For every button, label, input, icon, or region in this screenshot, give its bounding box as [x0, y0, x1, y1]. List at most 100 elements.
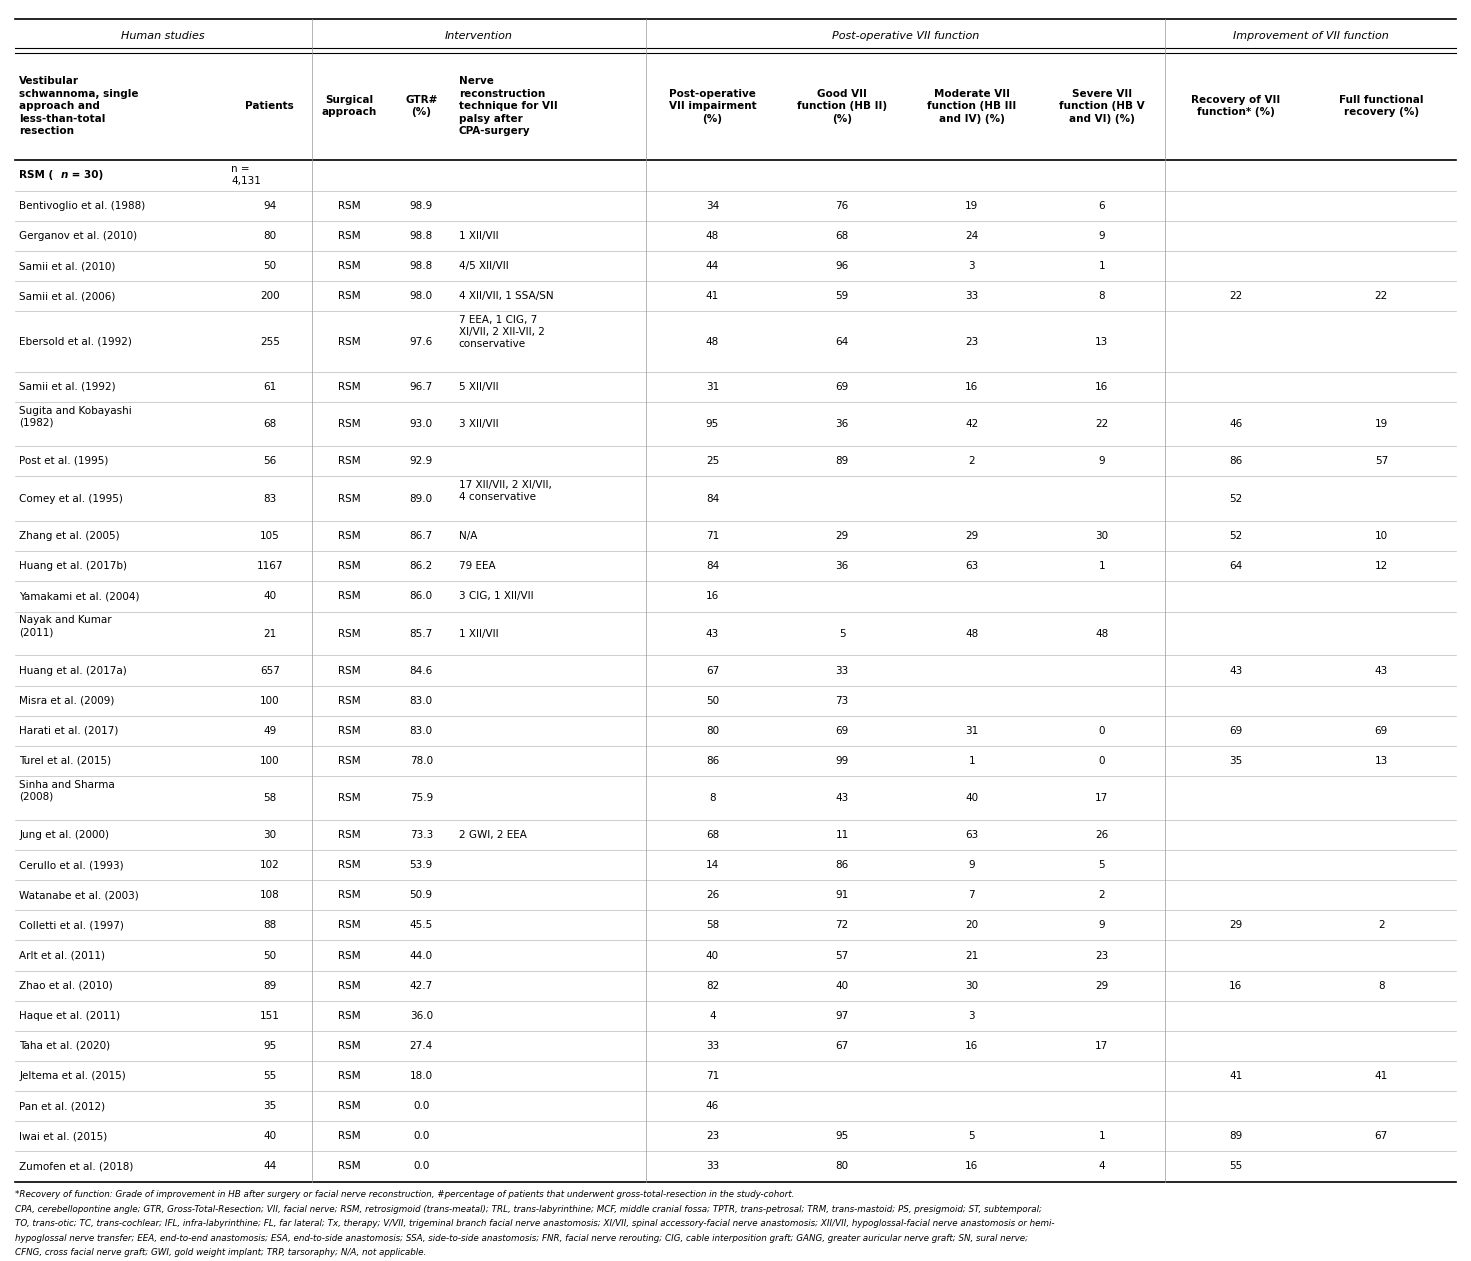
Text: 80: 80	[836, 1161, 849, 1171]
Text: 100: 100	[260, 696, 279, 706]
Text: Samii et al. (2006): Samii et al. (2006)	[19, 291, 116, 301]
Text: 9: 9	[1099, 456, 1105, 465]
Text: 68: 68	[706, 830, 719, 840]
Text: Sugita and Kobayashi
(1982): Sugita and Kobayashi (1982)	[19, 406, 132, 427]
Text: Huang et al. (2017b): Huang et al. (2017b)	[19, 561, 127, 571]
Text: 99: 99	[836, 755, 849, 765]
Text: 94: 94	[263, 200, 277, 211]
Text: 46: 46	[706, 1101, 719, 1111]
Text: 55: 55	[1230, 1161, 1243, 1171]
Text: 7: 7	[968, 890, 975, 900]
Text: n =
4,131: n = 4,131	[231, 164, 260, 187]
Text: RSM: RSM	[338, 1101, 360, 1111]
Text: 200: 200	[260, 291, 279, 301]
Text: RSM: RSM	[338, 1042, 360, 1050]
Text: 64: 64	[836, 337, 849, 347]
Text: 52: 52	[1230, 493, 1243, 503]
Text: 97: 97	[836, 1011, 849, 1021]
Text: 48: 48	[1094, 628, 1108, 638]
Text: 43: 43	[836, 793, 849, 803]
Text: 26: 26	[706, 890, 719, 900]
Text: 4/5 XII/VII: 4/5 XII/VII	[459, 261, 509, 271]
Text: 53.9: 53.9	[409, 860, 432, 870]
Text: 29: 29	[836, 531, 849, 541]
Text: 8: 8	[709, 793, 716, 803]
Text: 16: 16	[965, 1042, 978, 1050]
Text: RSM: RSM	[338, 921, 360, 931]
Text: Haque et al. (2011): Haque et al. (2011)	[19, 1011, 121, 1021]
Text: RSM: RSM	[338, 456, 360, 465]
Text: Severe VII
function (HB V
and VI) (%): Severe VII function (HB V and VI) (%)	[1059, 88, 1144, 124]
Text: Nayak and Kumar
(2011): Nayak and Kumar (2011)	[19, 615, 112, 637]
Text: 61: 61	[263, 382, 277, 392]
Text: 1: 1	[1099, 261, 1105, 271]
Text: 3: 3	[968, 1011, 975, 1021]
Text: 57: 57	[836, 951, 849, 961]
Text: 49: 49	[263, 726, 277, 736]
Text: 98.8: 98.8	[409, 231, 432, 241]
Text: 16: 16	[1094, 382, 1108, 392]
Text: 255: 255	[260, 337, 279, 347]
Text: 48: 48	[706, 337, 719, 347]
Text: 98.8: 98.8	[409, 261, 432, 271]
Text: Jung et al. (2000): Jung et al. (2000)	[19, 830, 109, 840]
Text: 42: 42	[965, 419, 978, 429]
Text: 4: 4	[1099, 1161, 1105, 1171]
Text: RSM: RSM	[338, 1071, 360, 1081]
Text: 80: 80	[706, 726, 719, 736]
Text: Patients: Patients	[246, 101, 294, 111]
Text: 100: 100	[260, 755, 279, 765]
Text: 79 EEA: 79 EEA	[459, 561, 496, 571]
Text: 17 XII/VII, 2 XI/VII,
4 conservative: 17 XII/VII, 2 XI/VII, 4 conservative	[459, 479, 552, 502]
Text: 44: 44	[706, 261, 719, 271]
Text: Recovery of VII
function* (%): Recovery of VII function* (%)	[1192, 95, 1280, 117]
Text: TO, trans-otic; TC, trans-cochlear; IFL, infra-labyrinthine; FL, far lateral; Tx: TO, trans-otic; TC, trans-cochlear; IFL,…	[15, 1219, 1055, 1228]
Text: 97.6: 97.6	[409, 337, 432, 347]
Text: Post et al. (1995): Post et al. (1995)	[19, 456, 109, 465]
Text: 18.0: 18.0	[409, 1071, 432, 1081]
Text: Sinha and Sharma
(2008): Sinha and Sharma (2008)	[19, 779, 115, 802]
Text: 85.7: 85.7	[409, 628, 432, 638]
Text: 3 CIG, 1 XII/VII: 3 CIG, 1 XII/VII	[459, 591, 534, 601]
Text: 80: 80	[263, 231, 277, 241]
Text: 48: 48	[706, 231, 719, 241]
Text: Zhang et al. (2005): Zhang et al. (2005)	[19, 531, 119, 541]
Text: RSM: RSM	[338, 793, 360, 803]
Text: Comey et al. (1995): Comey et al. (1995)	[19, 493, 124, 503]
Text: RSM: RSM	[338, 200, 360, 211]
Text: 26: 26	[1094, 830, 1108, 840]
Text: 12: 12	[1375, 561, 1389, 571]
Text: 30: 30	[263, 830, 277, 840]
Text: Intervention: Intervention	[444, 30, 513, 40]
Text: 43: 43	[1230, 666, 1243, 676]
Text: RSM: RSM	[338, 231, 360, 241]
Text: 4 XII/VII, 1 SSA/SN: 4 XII/VII, 1 SSA/SN	[459, 291, 553, 301]
Text: 83: 83	[263, 493, 277, 503]
Text: 13: 13	[1094, 337, 1108, 347]
Text: RSM: RSM	[338, 696, 360, 706]
Text: n: n	[60, 170, 68, 180]
Text: 56: 56	[263, 456, 277, 465]
Text: 21: 21	[263, 628, 277, 638]
Text: 41: 41	[706, 291, 719, 301]
Text: 73: 73	[836, 696, 849, 706]
Text: 89.0: 89.0	[409, 493, 432, 503]
Text: 8: 8	[1378, 981, 1384, 991]
Text: 19: 19	[965, 200, 978, 211]
Text: 17: 17	[1094, 1042, 1108, 1050]
Text: 5: 5	[968, 1131, 975, 1141]
Text: 63: 63	[965, 830, 978, 840]
Text: 84.6: 84.6	[409, 666, 432, 676]
Text: 9: 9	[1099, 231, 1105, 241]
Text: Colletti et al. (1997): Colletti et al. (1997)	[19, 921, 124, 931]
Text: 151: 151	[260, 1011, 279, 1021]
Text: Human studies: Human studies	[122, 30, 204, 40]
Text: 52: 52	[1230, 531, 1243, 541]
Text: RSM (: RSM (	[19, 170, 53, 180]
Text: Surgical
approach: Surgical approach	[322, 95, 377, 117]
Text: Huang et al. (2017a): Huang et al. (2017a)	[19, 666, 127, 676]
Text: RSM: RSM	[338, 1161, 360, 1171]
Text: 55: 55	[263, 1071, 277, 1081]
Text: RSM: RSM	[338, 291, 360, 301]
Text: 59: 59	[836, 291, 849, 301]
